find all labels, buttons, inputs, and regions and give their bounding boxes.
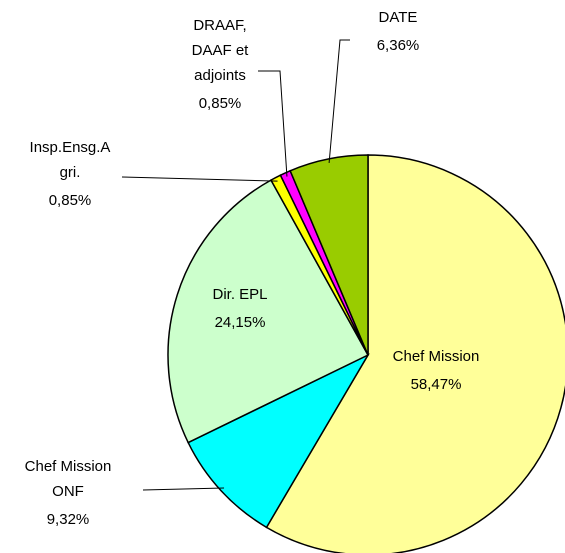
leader-line [258,70,288,177]
slice-label: DAAF et [192,42,250,59]
slice-label: gri. [60,164,81,181]
leader-line [142,487,225,491]
slice-value-label: 0,85% [49,192,92,209]
slice-value-label: 6,36% [377,37,420,54]
slice-value-label: 0,85% [199,95,242,112]
slice-label: Dir. EPL [212,286,267,303]
slice-label: DRAAF, [193,17,246,34]
slice-label: Insp.Ensg.A [30,139,111,156]
leader-line [121,176,278,182]
leader-line [328,39,350,163]
pie-slice [167,179,370,444]
slice-label: DATE [379,9,418,26]
slice-label: adjoints [194,67,246,84]
pie-slice [187,353,370,529]
slice-value-label: 24,15% [215,314,266,331]
labels: Chef Mission 58,47% Chef Mission ONF 9,32% Di… [25,9,480,528]
pie-slice [265,154,565,553]
slice-label: ONF [52,483,84,500]
slice-value-label: 58,47% [411,376,462,393]
pie-slice [289,154,369,356]
slice-value-label: 9,32% [47,511,90,528]
slices [167,154,565,553]
slice-label: Chef Mission [393,348,480,365]
slice-label: Chef Mission [25,458,112,475]
